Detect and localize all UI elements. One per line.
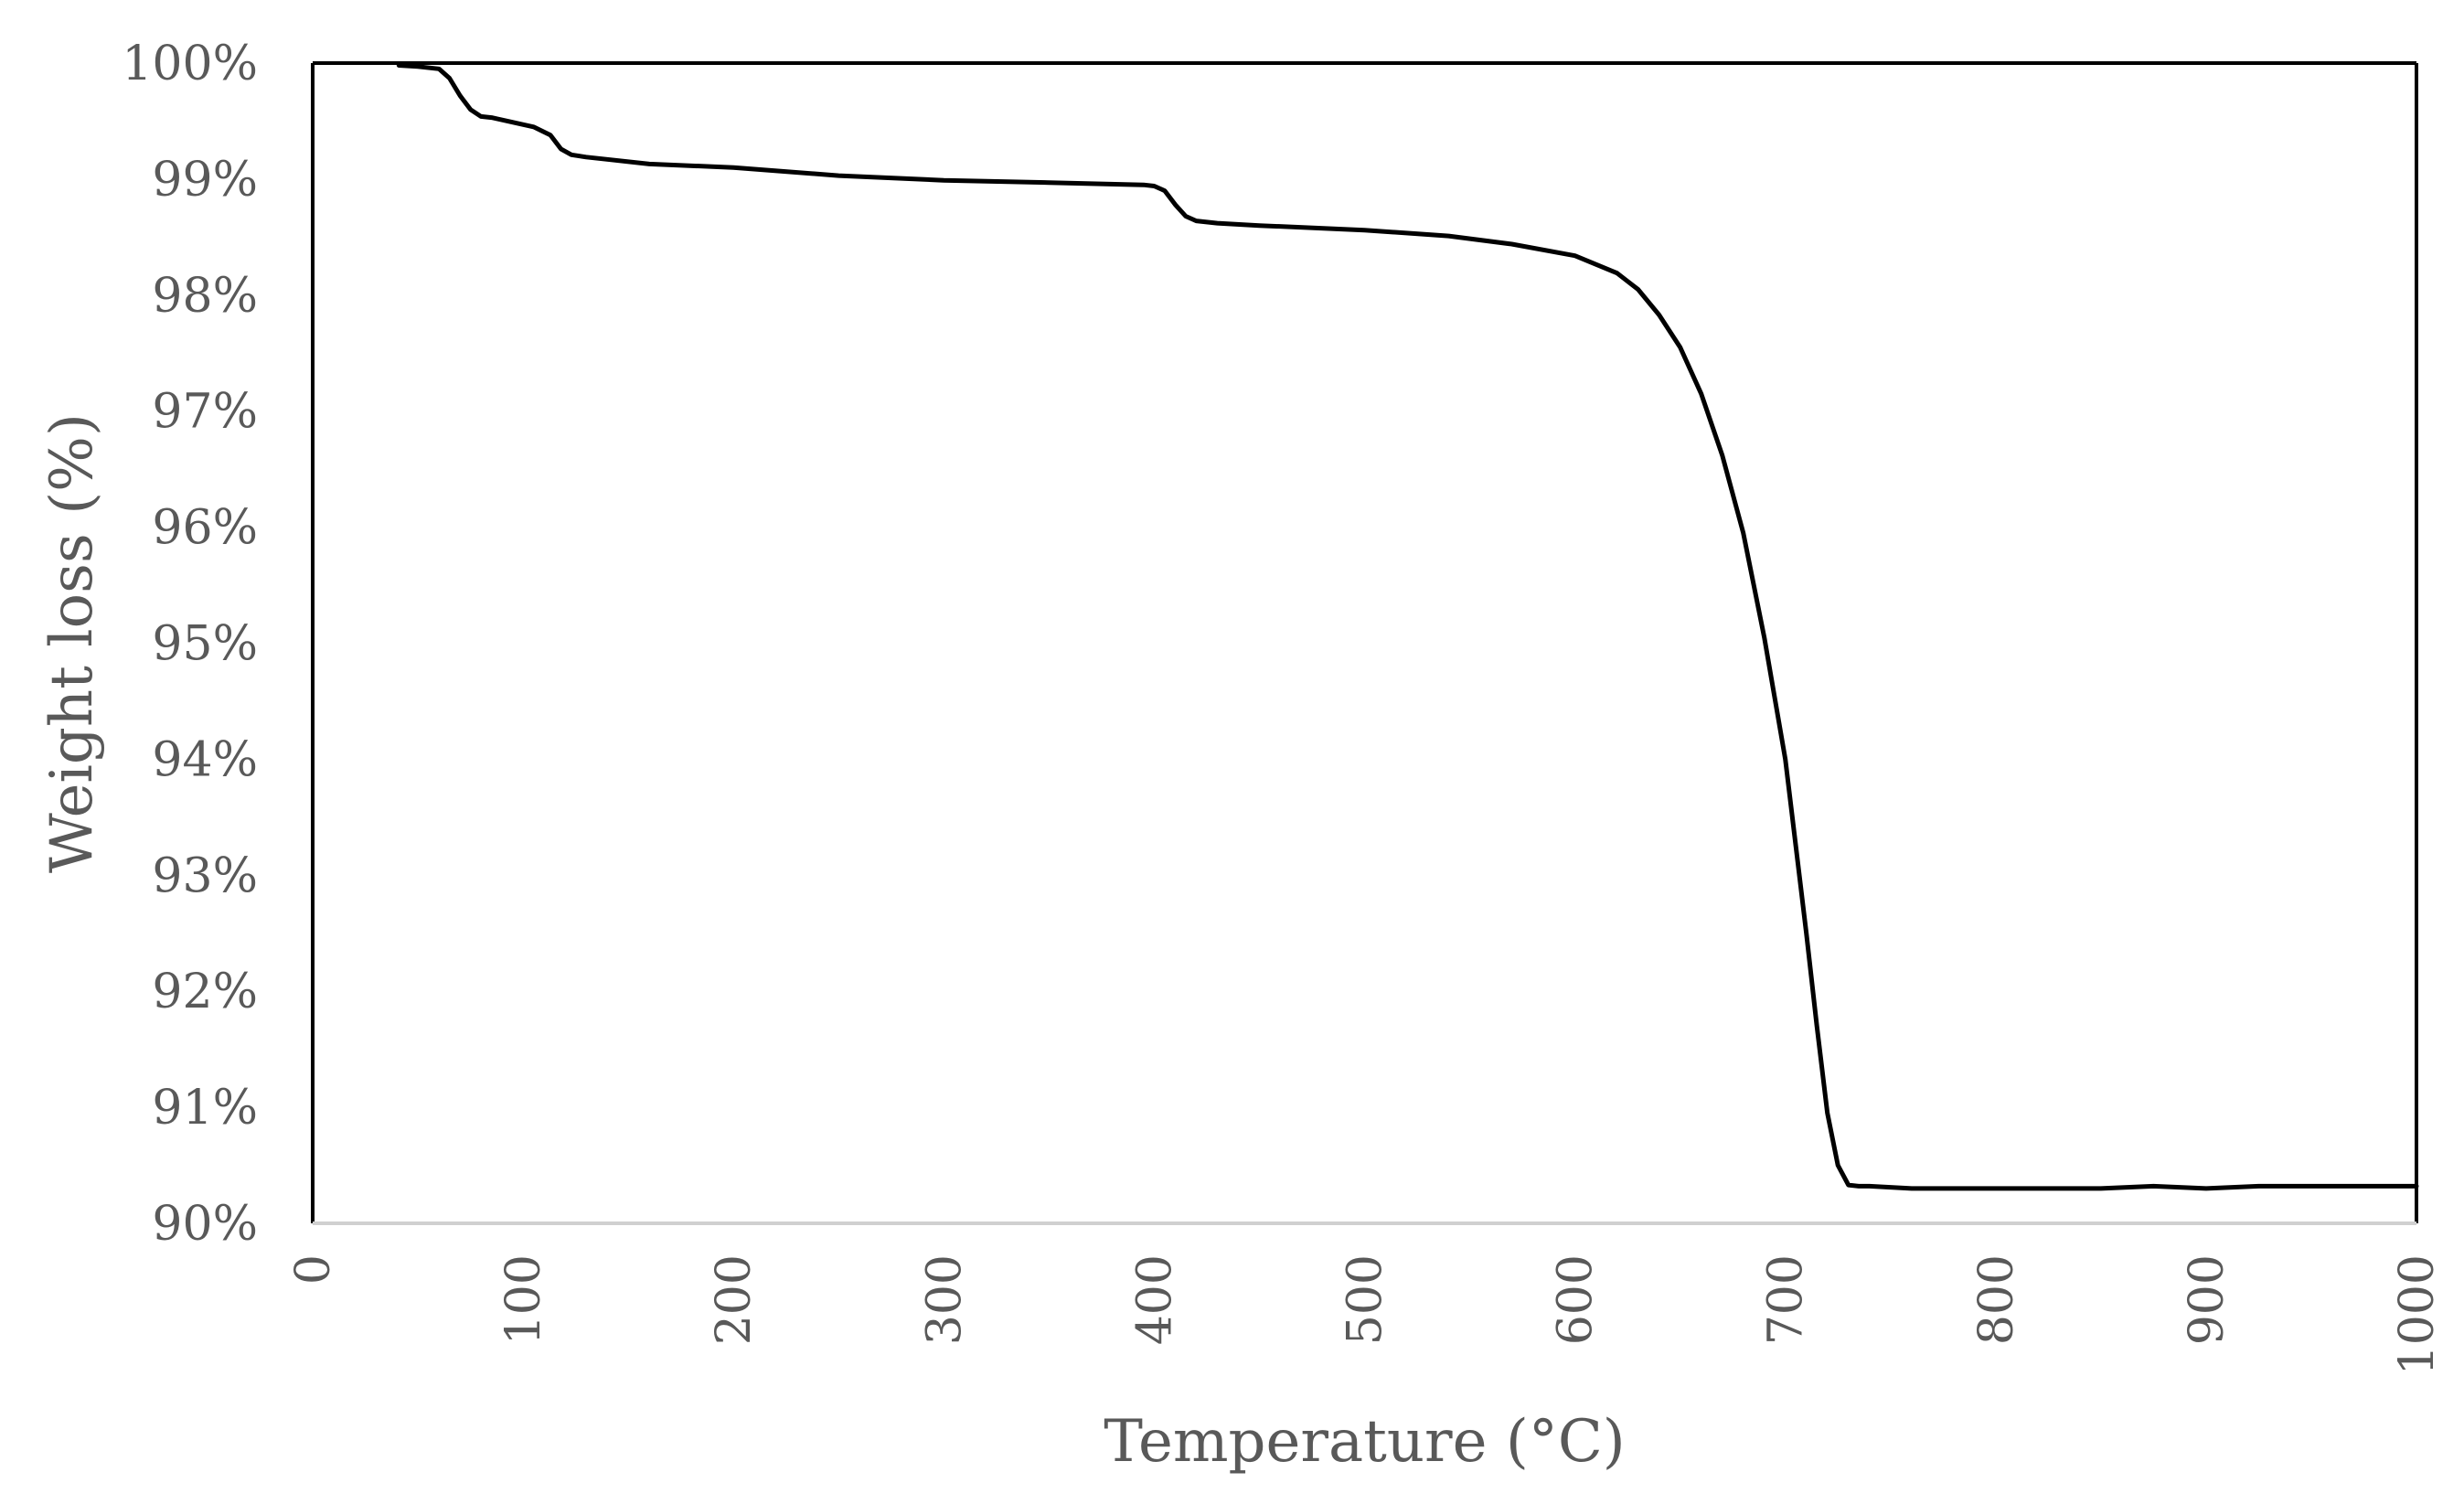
y-tick-label: 98%	[152, 269, 258, 324]
x-tick-label: 800	[1969, 1254, 2024, 1345]
plot-area	[311, 61, 2419, 1225]
x-tick-label: 400	[1127, 1254, 1182, 1345]
x-tick-label: 100	[496, 1254, 551, 1345]
x-tick-label: 600	[1549, 1254, 1604, 1345]
x-tick-label: 0	[286, 1254, 341, 1285]
y-tick-label: 92%	[152, 965, 258, 1019]
y-axis-ticks: 90% 91% 92% 93% 94% 95% 96% 97% 98% 99% 100%	[122, 37, 258, 1252]
x-axis-ticks: 0 100 200 300 400 500 600 700 800 900 1000	[286, 1254, 2445, 1375]
y-tick-label: 91%	[152, 1081, 258, 1136]
x-axis-title: Temperature (°C)	[1104, 1408, 1626, 1476]
y-tick-label: 90%	[152, 1197, 258, 1252]
y-tick-label: 94%	[152, 732, 258, 787]
y-tick-label: 96%	[152, 501, 258, 556]
series-line-0	[396, 63, 2419, 1191]
y-tick-label: 95%	[152, 617, 258, 672]
y-tick-label: 93%	[152, 848, 258, 903]
x-tick-label: 1000	[2390, 1254, 2445, 1375]
y-tick-label: 99%	[152, 153, 258, 208]
x-tick-label: 900	[2180, 1254, 2235, 1345]
x-tick-label: 700	[1759, 1254, 1814, 1345]
x-tick-label: 300	[917, 1254, 972, 1345]
x-tick-label: 200	[707, 1254, 762, 1345]
y-axis-title: Weight loss (%)	[38, 413, 106, 873]
y-tick-label: 100%	[122, 37, 258, 91]
x-tick-label: 500	[1339, 1254, 1393, 1345]
y-tick-label: 97%	[152, 385, 258, 440]
